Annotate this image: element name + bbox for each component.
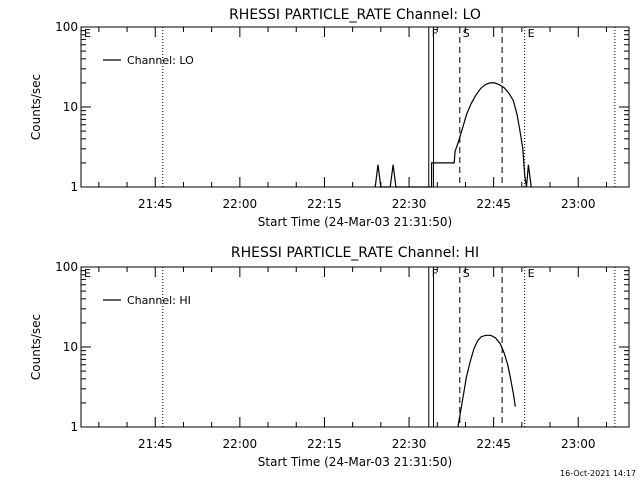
x-tick-label: 22:30 [392, 437, 427, 451]
x-axis-label: Start Time (24-Mar-03 21:31:50) [258, 455, 452, 469]
data-series-line [457, 334, 516, 428]
x-tick-label: 23:00 [561, 437, 596, 451]
x-tick-label: 22:15 [307, 437, 342, 451]
time-marker-label: F [432, 27, 438, 40]
y-tick-label: 1 [70, 180, 78, 194]
time-marker-label: F [432, 267, 438, 280]
y-tick-label: 10 [63, 100, 78, 114]
time-marker-label: E [84, 267, 91, 280]
y-tick-label: 100 [55, 260, 78, 274]
data-series-line [374, 82, 532, 188]
chart-panel-1: RHESSI PARTICLE_RATE Channel: HI Counts/s… [29, 245, 630, 469]
time-marker-label: S [463, 267, 470, 280]
footer-timestamp: 16-Oct-2021 14:17 [560, 469, 636, 478]
x-tick-label: 21:45 [138, 437, 173, 451]
x-tick-label: 22:45 [476, 197, 511, 211]
x-axis-label: Start Time (24-Mar-03 21:31:50) [258, 215, 452, 229]
x-tick-label: 23:00 [561, 197, 596, 211]
time-marker-label: S [463, 27, 470, 40]
x-tick-label: 22:00 [223, 197, 258, 211]
chart-title: RHESSI PARTICLE_RATE Channel: LO [229, 7, 481, 23]
x-tick-label: 22:30 [392, 197, 427, 211]
x-tick-label: 22:00 [223, 437, 258, 451]
y-axis-label: Counts/sec [29, 314, 43, 380]
chart-title: RHESSI PARTICLE_RATE Channel: HI [231, 245, 479, 261]
time-marker-label: E [528, 267, 535, 280]
time-marker-label: E [528, 27, 535, 40]
y-tick-label: 1 [70, 420, 78, 434]
time-marker-label: E [84, 27, 91, 40]
x-tick-label: 21:45 [138, 197, 173, 211]
y-tick-label: 100 [55, 20, 78, 34]
legend-label: Channel: HI [127, 294, 191, 307]
y-tick-label: 10 [63, 340, 78, 354]
x-tick-label: 22:45 [476, 437, 511, 451]
x-tick-label: 22:15 [307, 197, 342, 211]
y-axis-label: Counts/sec [29, 74, 43, 140]
legend-label: Channel: LO [127, 54, 194, 67]
chart-panel-0: RHESSI PARTICLE_RATE Channel: LO Counts/s… [29, 7, 630, 229]
